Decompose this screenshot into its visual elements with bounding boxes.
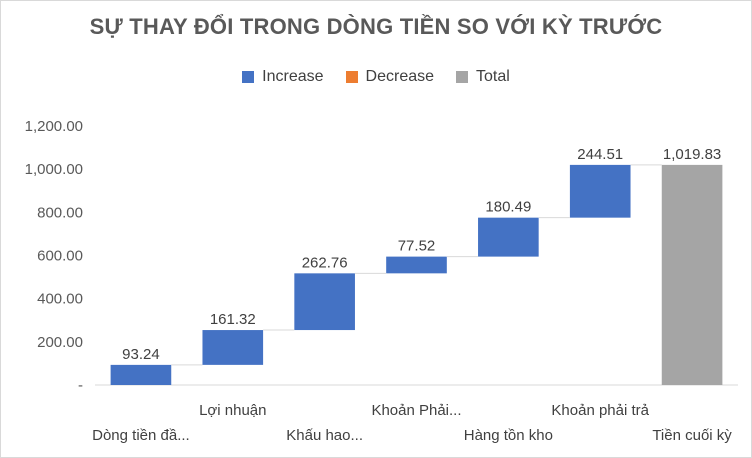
bar (569, 164, 631, 218)
legend-item-decrease: Decrease (345, 68, 435, 86)
y-tick-label: - (78, 377, 83, 394)
y-tick-label: 1,200.00 (25, 118, 83, 135)
bar (202, 330, 264, 365)
bar (110, 364, 172, 385)
y-tick-label: 1,000.00 (25, 161, 83, 178)
legend: Increase Decrease Total (0, 68, 752, 86)
legend-label-decrease: Decrease (365, 68, 435, 85)
legend-label-increase: Increase (262, 68, 324, 85)
data-label: 161.32 (210, 311, 256, 328)
data-label: 93.24 (122, 346, 160, 363)
legend-swatch-increase (242, 71, 255, 83)
x-tick-label: Khoản Phải... (371, 402, 461, 419)
data-label: 180.49 (485, 199, 531, 216)
x-tick-label: Khoản phải trả (551, 402, 649, 419)
x-tick-label: Khấu hao... (286, 427, 363, 444)
legend-item-increase: Increase (242, 68, 324, 86)
data-label: 1,019.83 (663, 146, 721, 163)
legend-item-total: Total (456, 68, 510, 86)
y-tick-label: 800.00 (37, 204, 83, 221)
x-tick-label: Tiền cuối kỳ (652, 427, 732, 444)
data-label: 77.52 (398, 238, 436, 255)
bar (478, 217, 539, 257)
bar (386, 256, 447, 274)
bar (294, 273, 355, 331)
legend-swatch-total (456, 71, 469, 83)
data-label: 262.76 (302, 254, 348, 271)
y-tick-label: 600.00 (37, 248, 83, 265)
x-tick-label: Lợi nhuận (199, 402, 266, 419)
legend-label-total: Total (476, 68, 510, 85)
data-label: 244.51 (577, 146, 623, 163)
bar (661, 164, 723, 385)
x-tick-label: Hàng tồn kho (464, 427, 553, 444)
x-tick-label: Dòng tiền đầ... (92, 427, 190, 444)
y-tick-label: 400.00 (37, 291, 83, 308)
legend-swatch-decrease (345, 71, 358, 83)
y-tick-label: 200.00 (37, 334, 83, 351)
chart-title: SỰ THAY ĐỔI TRONG DÒNG TIỀN SO VỚI KỲ TR… (89, 14, 663, 39)
